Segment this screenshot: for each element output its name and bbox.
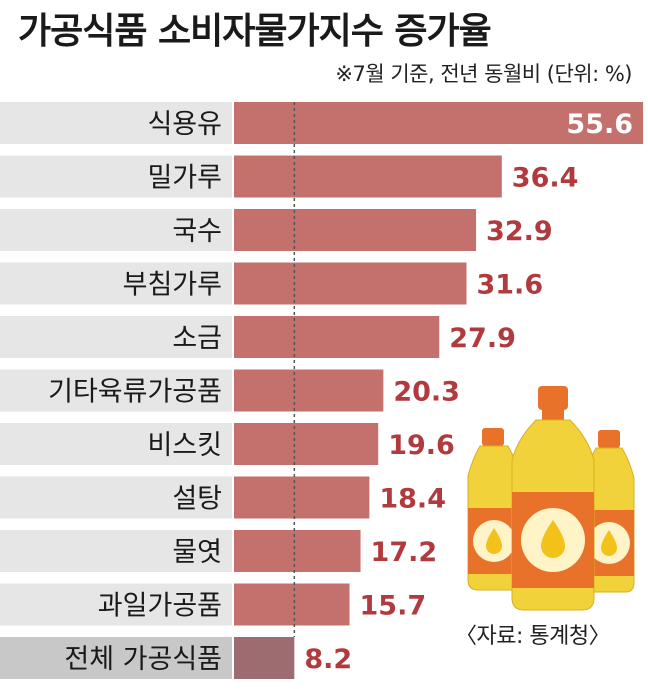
value-label: 31.6 xyxy=(476,270,543,301)
source-note: 〈자료: 통계청〉 xyxy=(455,624,611,649)
category-label-bg xyxy=(0,530,232,572)
category-label: 부침가루 xyxy=(123,270,222,301)
chart-subtitle: ※7월 기준, 전년 동월비 (단위: %) xyxy=(335,62,632,86)
category-label: 전체 가공식품 xyxy=(64,644,222,675)
value-label: 19.6 xyxy=(388,430,455,461)
category-label-bg xyxy=(0,637,232,679)
value-label: 32.9 xyxy=(486,216,553,247)
bar xyxy=(234,637,295,679)
bar xyxy=(234,423,379,465)
category-label: 비스킷 xyxy=(147,430,222,461)
value-label: 17.2 xyxy=(371,537,438,568)
category-label-bg xyxy=(0,316,232,358)
category-label-bg xyxy=(0,102,232,144)
bar xyxy=(234,369,384,412)
category-label-bg xyxy=(0,423,232,465)
bar xyxy=(234,316,440,358)
bar xyxy=(234,583,350,626)
category-label: 밀가루 xyxy=(147,163,222,194)
category-label: 국수 xyxy=(172,216,222,247)
bar xyxy=(234,476,370,519)
category-label-bg xyxy=(0,209,232,251)
category-label: 과일가공품 xyxy=(98,591,222,622)
value-label: 27.9 xyxy=(449,323,516,354)
category-label-bg xyxy=(0,262,232,305)
value-label: 15.7 xyxy=(360,591,427,622)
category-label-bg xyxy=(0,476,232,519)
category-label-bg xyxy=(0,583,232,626)
value-label: 36.4 xyxy=(512,163,579,194)
value-label: 20.3 xyxy=(393,377,460,408)
chart-title: 가공식품 소비자물가지수 증가율 xyxy=(18,11,492,52)
bar xyxy=(234,155,502,198)
value-label: 8.2 xyxy=(304,644,352,675)
bar xyxy=(234,530,361,572)
value-label: 55.6 xyxy=(566,109,633,140)
category-label: 기타육류가공품 xyxy=(48,377,222,408)
oil-bottles-illustration xyxy=(467,386,635,611)
category-label-bg xyxy=(0,155,232,198)
category-label-bg xyxy=(0,369,232,412)
category-label: 물엿 xyxy=(172,537,222,568)
bar xyxy=(234,262,467,305)
bar xyxy=(234,102,644,144)
category-label: 식용유 xyxy=(147,109,222,140)
category-label: 소금 xyxy=(172,323,222,354)
category-label: 설탕 xyxy=(172,484,222,515)
value-label: 18.4 xyxy=(379,484,446,515)
bar xyxy=(234,209,477,251)
oil-bottle-center-icon xyxy=(511,386,595,611)
